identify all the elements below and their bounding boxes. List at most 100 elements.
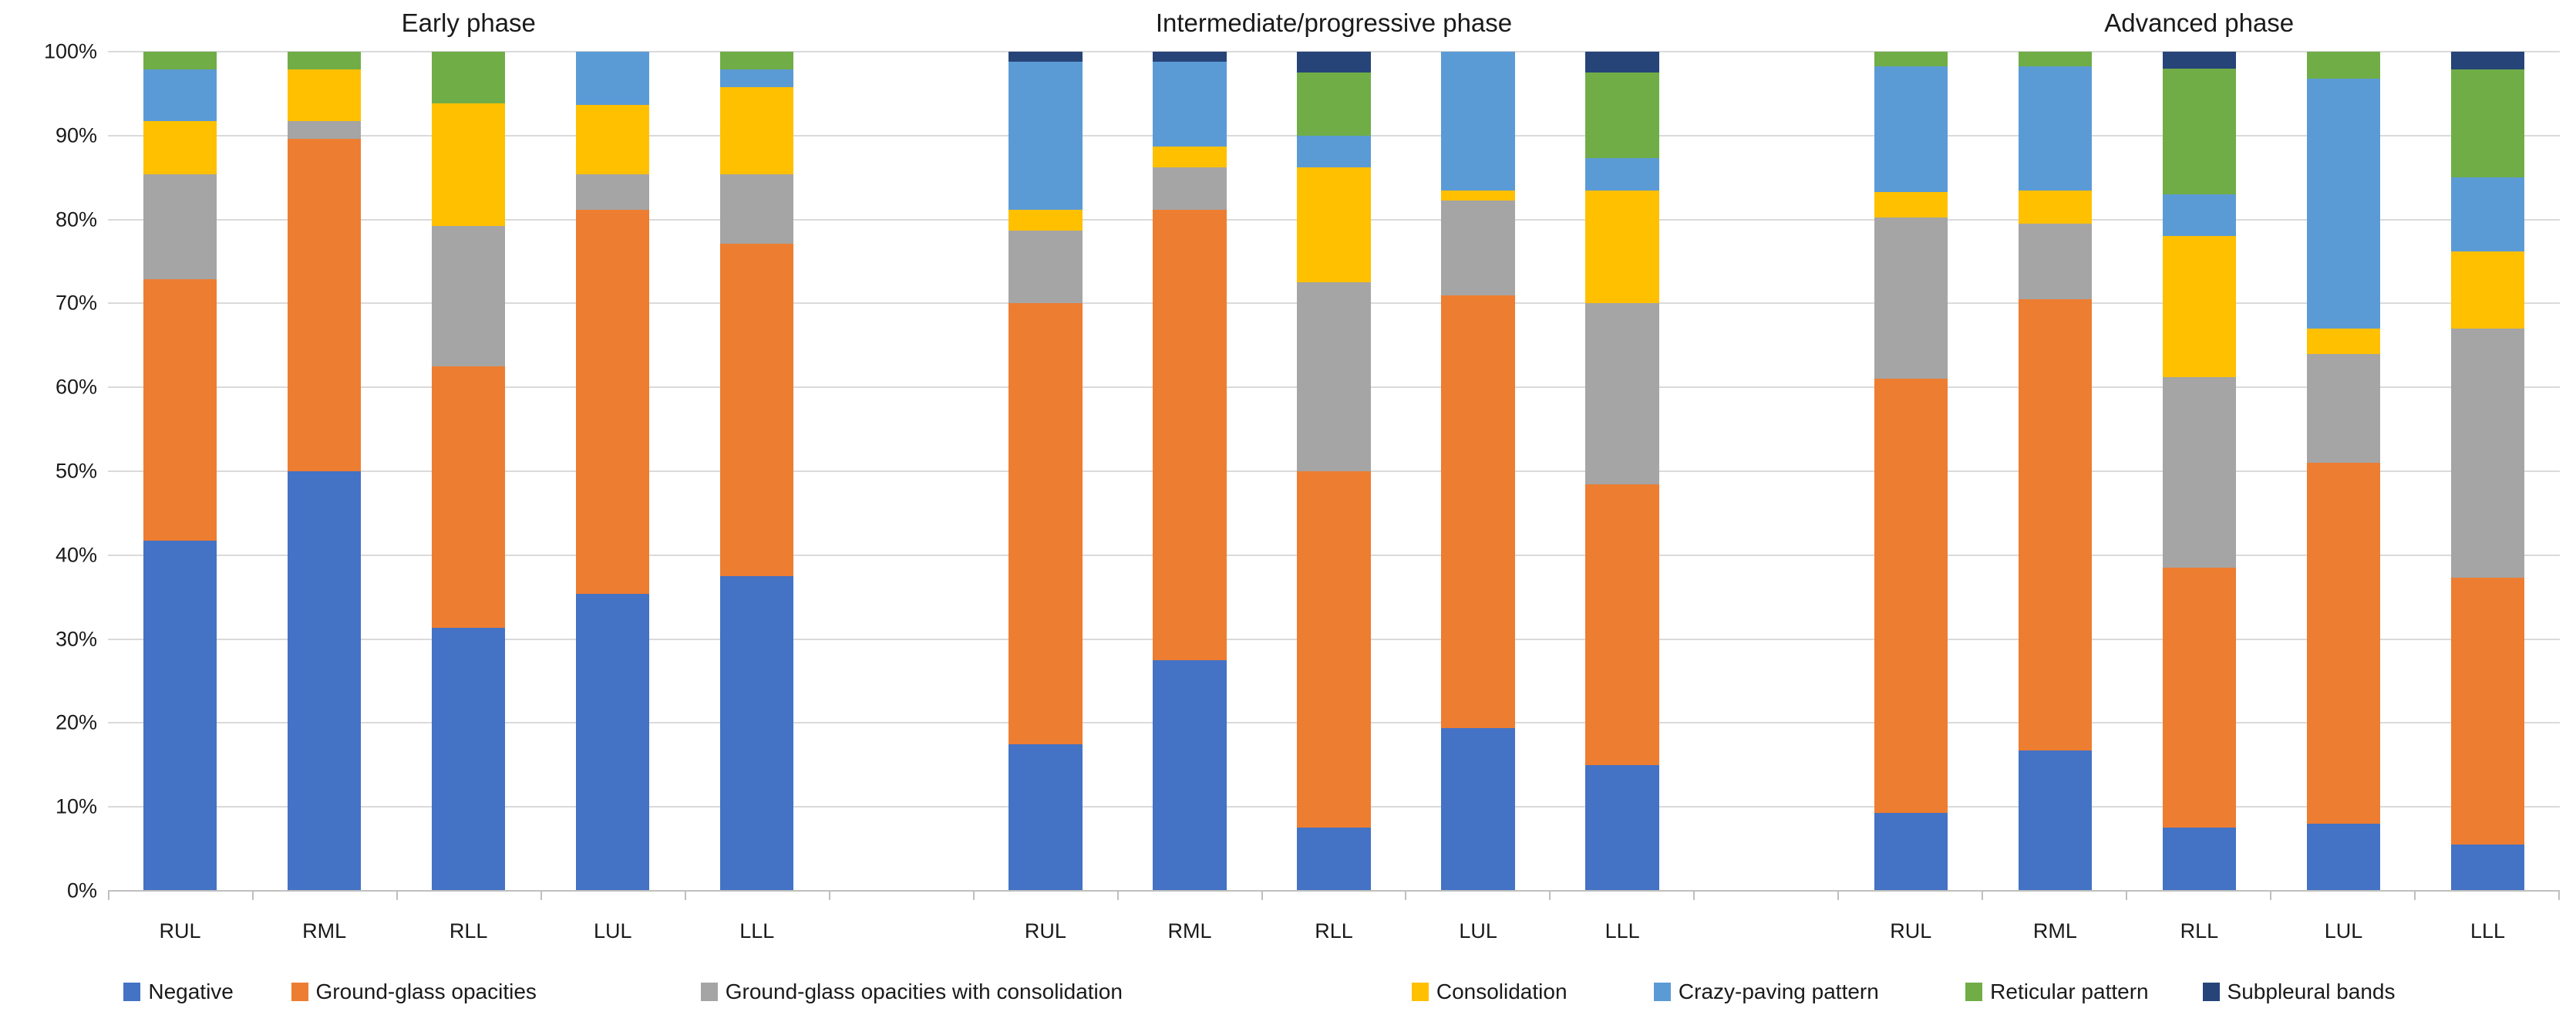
x-axis-tick-cell [542, 891, 686, 900]
bar-segment [1153, 52, 1227, 62]
x-axis-tick-cell [830, 891, 975, 900]
legend-swatch [123, 983, 141, 1001]
stacked-bar [2018, 52, 2093, 891]
category-slot [2127, 52, 2271, 891]
stacked-bar [2306, 52, 2381, 891]
bar-segment [431, 103, 506, 227]
legend-item: Ground-glass opacities [291, 975, 537, 1009]
bar-segment [1153, 209, 1227, 660]
separator-slot [1695, 52, 1839, 891]
category-slot [1406, 52, 1551, 891]
stacked-bar [143, 52, 217, 891]
x-axis-ticks [108, 891, 2560, 900]
bar-segment [287, 139, 362, 471]
bar-segment [2018, 190, 2093, 224]
bar-segment [1874, 812, 1948, 891]
bar-segment [2018, 224, 2093, 299]
bar-segment [720, 86, 794, 174]
bar-segment [1874, 379, 1948, 813]
bar-segment [2450, 52, 2525, 69]
x-axis-label: LUL [593, 919, 632, 942]
bar-segment [1009, 744, 1083, 891]
bar-segment [2450, 578, 2525, 845]
x-axis-label: RUL [1024, 919, 1066, 942]
bar-segment [2162, 68, 2237, 194]
bar-segment [2450, 177, 2525, 251]
x-axis-tick-cell [2271, 891, 2416, 900]
stacked-bar [1874, 52, 1948, 891]
bar-segment [1441, 295, 1515, 728]
x-axis-label: RML [302, 919, 347, 942]
bar-segment [143, 174, 217, 279]
x-axis-tick-cell [398, 891, 542, 900]
bar-segment [2162, 236, 2237, 378]
x-axis-tick-cell [1263, 891, 1407, 900]
legend-item: Crazy-paving pattern [1653, 975, 1879, 1009]
bar-segment [720, 52, 794, 69]
bar-segment [1874, 218, 1948, 379]
y-axis-label: 10% [55, 794, 97, 818]
bar-segment [2162, 194, 2237, 237]
x-axis-label: LLL [1605, 919, 1640, 942]
bar-segment [1009, 209, 1083, 231]
bar-segment [2018, 66, 2093, 191]
x-axis-labels-row: RUL RML RLL LUL LLL RUL RML RLL LUL LLL RUL RML RLL L… [108, 919, 2560, 943]
legend-item: Reticular pattern [1965, 975, 2149, 1009]
bar-segment [1297, 72, 1371, 136]
x-axis-tick-cell [2127, 891, 2272, 900]
stacked-bar [2450, 52, 2525, 891]
legend-label: Reticular pattern [1990, 980, 2149, 1003]
bar-segment [720, 174, 794, 244]
stacked-bar [287, 52, 362, 891]
bar-segment [431, 628, 506, 891]
y-axis-label: 50% [55, 459, 97, 483]
bar-segment [2018, 52, 2093, 66]
stacked-bar [1441, 52, 1515, 891]
legend-label: Consolidation [1436, 980, 1567, 1003]
legend-swatch [1411, 983, 1429, 1001]
legend-item: Consolidation [1411, 975, 1567, 1009]
bar-segment [576, 52, 650, 105]
legend-item: Ground-glass opacities with consolidatio… [700, 975, 1123, 1009]
category-slot [1839, 52, 1983, 891]
bar-segment [1153, 659, 1227, 891]
stacked-bar [431, 52, 506, 891]
bar-segment [1009, 303, 1083, 744]
bar-segment [2450, 329, 2525, 578]
category-slot [1262, 52, 1406, 891]
bar-segment [1585, 764, 1659, 891]
bar-segment [2306, 78, 2381, 329]
bar-segment [1153, 146, 1227, 168]
y-axis-label: 30% [55, 627, 97, 651]
bar-segment [720, 69, 794, 87]
bar-segment [576, 209, 650, 594]
bar-segment [1297, 167, 1371, 283]
bar-segment [143, 541, 217, 891]
y-axis-label: 20% [55, 710, 97, 734]
bars-layer [108, 52, 2560, 891]
x-axis-line [108, 890, 2560, 892]
bar-segment [1441, 727, 1515, 891]
bar-segment [2306, 52, 2381, 79]
stacked-bar [1153, 52, 1227, 891]
bar-segment [143, 278, 217, 541]
x-axis-label: LLL [2470, 919, 2506, 942]
category-slot [108, 52, 252, 891]
x-axis-tick-cell [1839, 891, 1984, 900]
y-axis-label: 100% [43, 39, 97, 63]
bar-segment [576, 593, 650, 891]
legend-swatch [700, 983, 718, 1001]
x-axis-tick-cell [975, 891, 1119, 900]
category-slot [1117, 52, 1261, 891]
bar-segment [2162, 828, 2237, 891]
phase-title-advanced: Advanced phase [2104, 8, 2295, 37]
bar-segment [2018, 750, 2093, 891]
bar-segment [2162, 377, 2237, 568]
category-slot [973, 52, 1117, 891]
bar-segment [2306, 329, 2381, 354]
bar-segment [2450, 69, 2525, 178]
category-slot [2416, 52, 2560, 891]
x-axis-tick-cell [1695, 891, 1840, 900]
bar-segment [1585, 52, 1659, 73]
